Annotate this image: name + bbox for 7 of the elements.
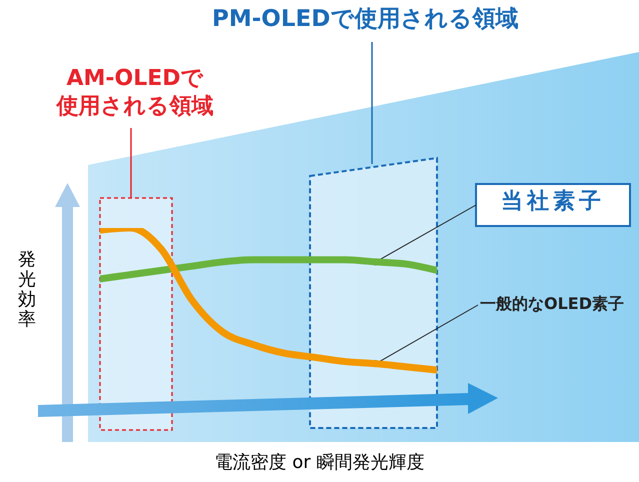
- text: 一般的なOLED素子: [480, 294, 624, 314]
- y-axis-title: 発光効率: [18, 249, 37, 330]
- text: AM-OLEDで: [65, 66, 205, 92]
- text: 当社素子: [500, 189, 606, 216]
- text: PM-OLEDで使用される領域: [212, 6, 518, 34]
- text: 使用される領域: [55, 94, 214, 120]
- x-axis-title: 電流密度 or 瞬間発光輝度: [214, 452, 426, 474]
